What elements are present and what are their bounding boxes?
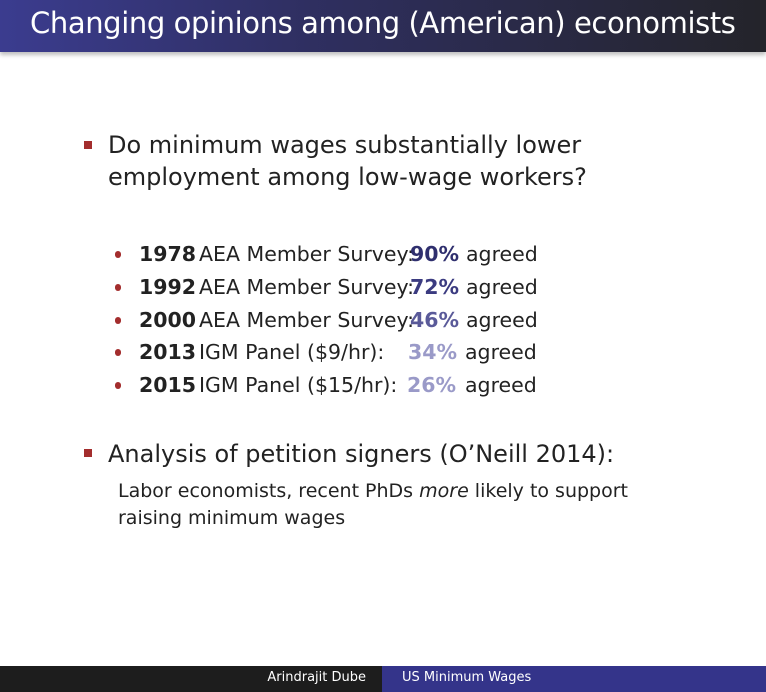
survey-percent: 26% xyxy=(407,373,457,398)
survey-agreed: agreed xyxy=(465,373,537,398)
main-question: Do minimum wages substantially lower emp… xyxy=(108,131,587,191)
survey-year: 2015 xyxy=(139,373,197,398)
analysis-detail: Labor economists, recent PhDs more likel… xyxy=(118,478,678,532)
survey-source: AEA Member Survey: xyxy=(199,274,415,299)
survey-agreed: agreed xyxy=(466,307,538,332)
survey-source: IGM Panel ($9/hr): xyxy=(199,340,385,365)
analysis-detail-start: Labor economists, recent PhDs xyxy=(118,480,420,502)
footer: Arindrajit Dube US Minimum Wages xyxy=(0,666,766,692)
title-bar: Changing opinions among (American) econo… xyxy=(0,0,766,52)
survey-agreed: agreed xyxy=(466,242,538,266)
survey-agreed: agreed xyxy=(465,340,537,365)
survey-bullet-icon xyxy=(115,283,121,291)
analysis-bullet-icon xyxy=(84,449,92,457)
survey-percent: 90% xyxy=(410,242,460,266)
survey-agreed: agreed xyxy=(466,274,538,299)
survey-year: 1978 xyxy=(139,242,197,266)
survey-source: IGM Panel ($15/hr): xyxy=(199,373,398,398)
survey-year: 2000 xyxy=(139,307,197,332)
survey-bullet-icon xyxy=(115,316,121,324)
survey-bullet-icon xyxy=(115,349,121,357)
survey-percent: 72% xyxy=(410,274,460,299)
footer-short-title: US Minimum Wages xyxy=(402,670,532,685)
question-bullet-icon xyxy=(84,141,92,149)
survey-source: AEA Member Survey: xyxy=(199,242,415,266)
survey-source: AEA Member Survey: xyxy=(199,307,415,332)
footer-author: Arindrajit Dube xyxy=(267,670,366,685)
survey-percent: 46% xyxy=(410,307,460,332)
survey-bullet-icon xyxy=(115,251,121,258)
survey-year: 2013 xyxy=(139,340,197,365)
analysis-heading: Analysis of petition signers (O’Neill 20… xyxy=(108,440,615,468)
footer-author-panel: Arindrajit Dube xyxy=(0,666,382,692)
analysis-detail-emphasis: more xyxy=(419,480,469,502)
slide-title: Changing opinions among (American) econo… xyxy=(30,6,736,40)
survey-year: 1992 xyxy=(139,274,197,299)
survey-percent: 34% xyxy=(408,340,458,365)
analysis-detail-end: likely to support raising minimum wages xyxy=(118,480,629,529)
footer-title-panel: US Minimum Wages xyxy=(382,666,766,692)
survey-bullet-icon xyxy=(115,382,121,390)
